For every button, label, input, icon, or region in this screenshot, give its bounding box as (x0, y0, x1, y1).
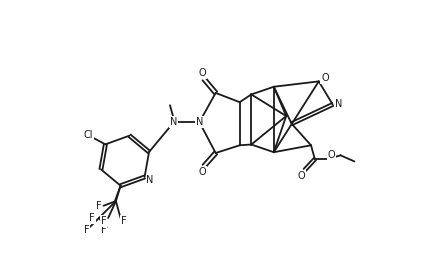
Text: Cl: Cl (84, 130, 93, 140)
Text: N: N (170, 117, 178, 127)
Text: O: O (298, 171, 305, 181)
Text: N: N (196, 117, 203, 127)
Text: F: F (96, 201, 102, 211)
Text: F: F (121, 216, 126, 226)
Text: O: O (328, 150, 335, 159)
Text: F: F (101, 216, 107, 226)
Text: F: F (89, 213, 95, 223)
Text: F: F (101, 225, 107, 235)
Text: O: O (199, 167, 206, 177)
Text: O: O (321, 73, 329, 83)
Text: N: N (335, 99, 343, 109)
Text: N: N (146, 175, 154, 185)
Text: F: F (84, 225, 89, 235)
Text: O: O (199, 68, 206, 78)
